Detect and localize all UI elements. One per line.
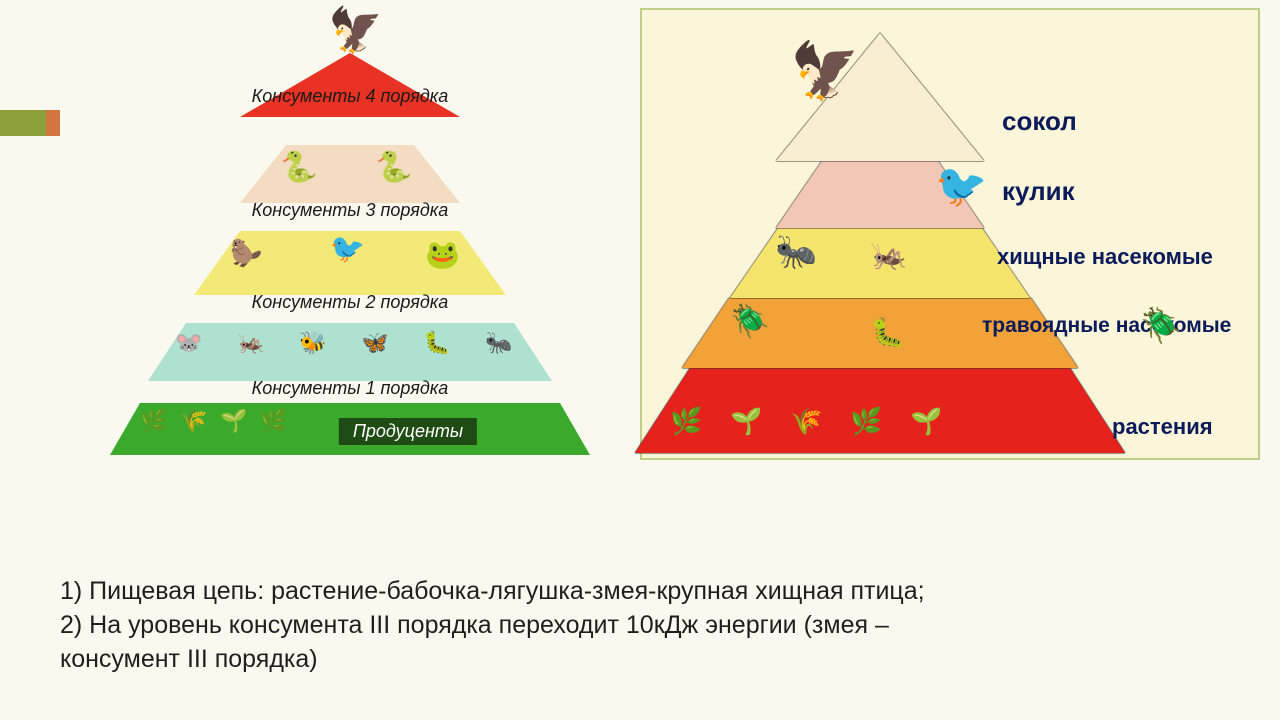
organism-icon: 🦅: [790, 38, 860, 104]
organism-icon: 🪲: [1140, 306, 1182, 346]
right-pyramid: растения травоядные насекомые хищные насек…: [642, 10, 1258, 458]
left-pyramid: Продуценты Консументы 1 порядка Консументы…: [70, 0, 630, 465]
caption-line-3: консумент III порядка): [60, 643, 1230, 677]
organism-icon: 🐦: [330, 232, 365, 265]
organism-icon: 🌱: [910, 406, 942, 437]
organism-icon: 🦗: [237, 330, 264, 356]
caption-line-1: 1) Пищевая цепь: растение-бабочка-лягушк…: [60, 575, 1230, 609]
pyramid-level-label: кулик: [1002, 176, 1075, 207]
organism-icon: 🐦: [935, 162, 987, 211]
pyramid-level-label: растения: [1112, 414, 1213, 440]
organism-icon: 🌿: [670, 406, 702, 437]
organism-icon: 🐝: [299, 330, 326, 356]
left-pyramid-panel: Продуценты Консументы 1 порядка Консументы…: [70, 0, 630, 465]
organism-icon: 🦫: [230, 238, 262, 269]
organism-icon: 🌾: [180, 408, 207, 434]
right-pyramid-panel: растения травоядные насекомые хищные насек…: [640, 8, 1260, 460]
organism-icon: 🐍: [375, 150, 412, 185]
organism-icon: 🌱: [730, 406, 762, 437]
pyramid-level-label: Консументы 4 порядка: [252, 86, 449, 107]
organism-icon: 🌾: [790, 406, 822, 437]
pyramid-level-label: Консументы 1 порядка: [252, 378, 449, 399]
organism-icon: 🐛: [870, 316, 905, 349]
pyramid-level-label: хищные насекомые: [997, 244, 1213, 270]
organism-icon: 🐭: [175, 330, 202, 356]
caption-block: 1) Пищевая цепь: растение-бабочка-лягушк…: [60, 575, 1230, 676]
pyramid-level-label: Консументы 3 порядка: [252, 200, 449, 221]
pyramid-level-label: травоядные насекомые: [982, 314, 1231, 338]
organism-icon: 🦅: [328, 4, 383, 56]
pyramid-level-label: Консументы 2 порядка: [252, 292, 449, 313]
pyramid-level: [240, 142, 460, 203]
pyramid-level-label: сокол: [1002, 106, 1077, 137]
organism-icon: 🦋: [361, 330, 388, 356]
organism-icon: 🌿: [140, 408, 167, 434]
organism-icon: 🌱: [220, 408, 247, 434]
organism-icon: 🌿: [260, 408, 287, 434]
organism-icon: 🪲: [730, 302, 770, 340]
organism-icon: 🐍: [280, 150, 317, 185]
organism-icon: 🦗: [870, 238, 907, 273]
organism-icon: 🐜: [485, 330, 512, 356]
organism-icon: 🌿: [850, 406, 882, 437]
caption-line-2: 2) На уровень консумента III порядка пер…: [60, 609, 1230, 643]
organism-icon: 🐛: [423, 330, 450, 356]
organism-icon: 🐜: [775, 232, 817, 272]
organism-icon: 🐸: [425, 238, 460, 271]
accent-stripe: [0, 110, 60, 136]
pyramid-level-label: Продуценты: [339, 418, 477, 445]
